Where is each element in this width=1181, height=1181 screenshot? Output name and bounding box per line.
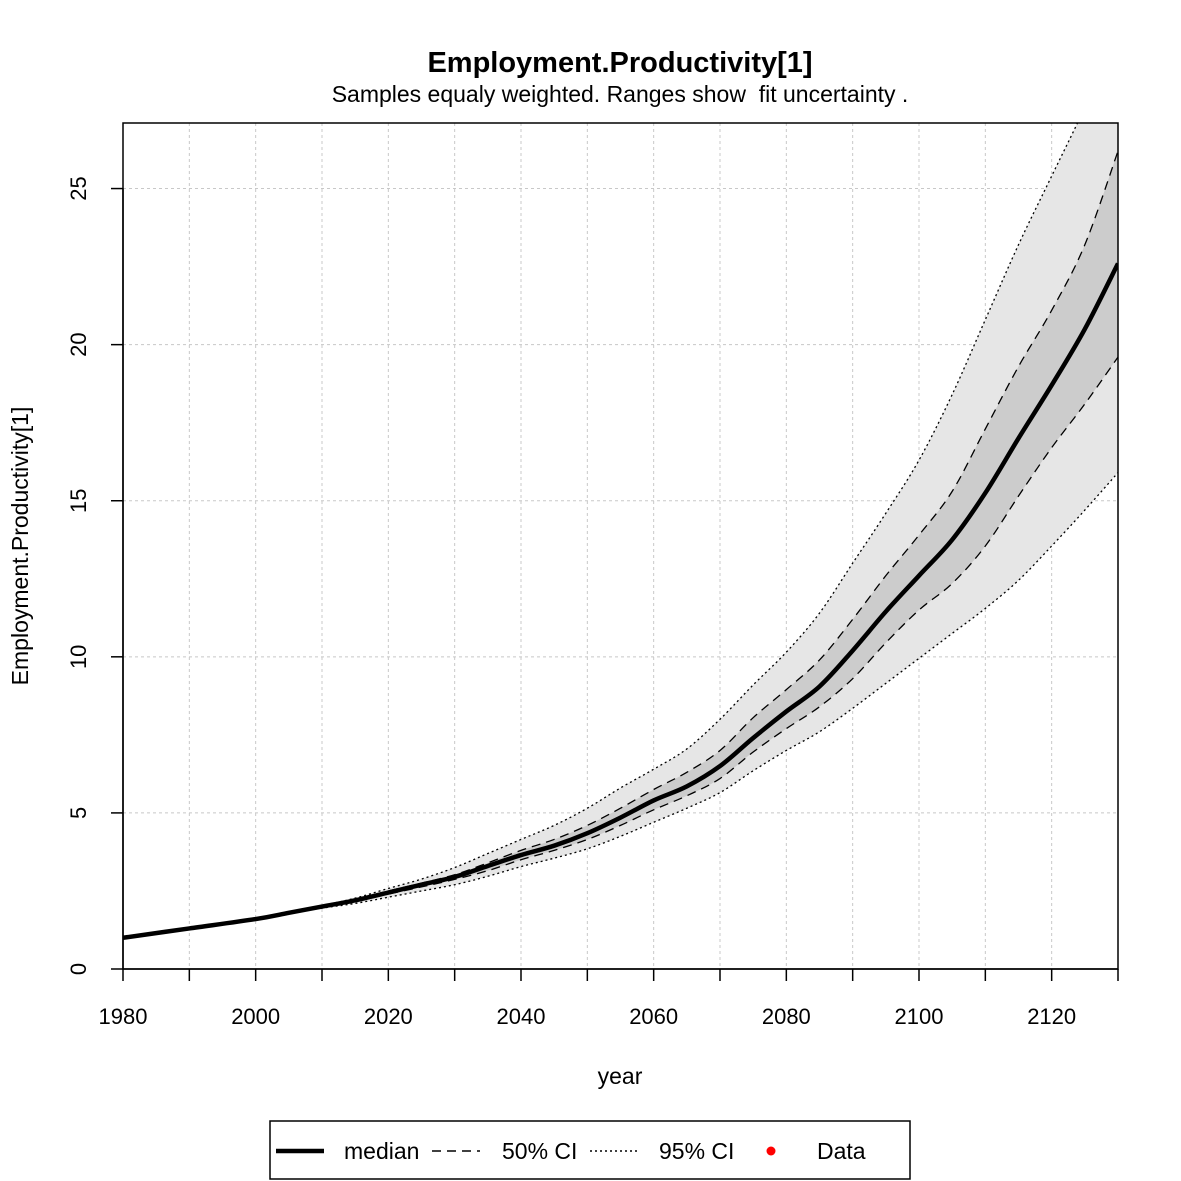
ci95-band — [123, 123, 1118, 938]
x-tick-label: 2000 — [231, 1004, 280, 1029]
legend-median-label: median — [344, 1138, 419, 1164]
y-axis-label: Employment.Productivity[1] — [7, 407, 33, 686]
chart-title: Employment.Productivity[1] — [427, 47, 812, 79]
x-tick-label: 2100 — [895, 1004, 944, 1029]
x-tick-label: 2020 — [364, 1004, 413, 1029]
x-tick-label: 2060 — [629, 1004, 678, 1029]
chart-subtitle: Samples equaly weighted. Ranges show fit… — [332, 81, 909, 107]
y-tick-label: 10 — [66, 645, 91, 669]
median-line — [123, 262, 1118, 941]
y-tick-label: 5 — [66, 807, 91, 819]
legend-data-label: Data — [817, 1138, 866, 1164]
legend-box — [269, 1120, 911, 1180]
y-axis: 0 5 10 15 20 25 — [66, 176, 124, 975]
x-axis-label: year — [598, 1063, 643, 1089]
ci-bands — [123, 123, 1118, 938]
legend-ci95-label: 95% CI — [659, 1138, 734, 1164]
ci50-upper-line — [123, 150, 1118, 939]
y-tick-label: 15 — [66, 488, 91, 512]
x-tick-label: 1980 — [99, 1004, 148, 1029]
y-tick-label: 20 — [66, 332, 91, 356]
x-tick-label: 2080 — [762, 1004, 811, 1029]
legend: median 50% CI 95% CI Data — [269, 1120, 911, 1180]
legend-data-key — [766, 1146, 776, 1156]
x-tick-label: 2120 — [1027, 1004, 1076, 1029]
x-tick-label: 2040 — [497, 1004, 546, 1029]
series-lines — [123, 123, 1118, 941]
y-tick-label: 0 — [66, 963, 91, 975]
y-tick-label: 25 — [66, 176, 91, 200]
legend-ci50-label: 50% CI — [502, 1138, 577, 1164]
x-axis: 1980 2000 2020 2040 2060 2080 2100 2120 — [99, 968, 1119, 1029]
ci50-band — [123, 151, 1118, 938]
